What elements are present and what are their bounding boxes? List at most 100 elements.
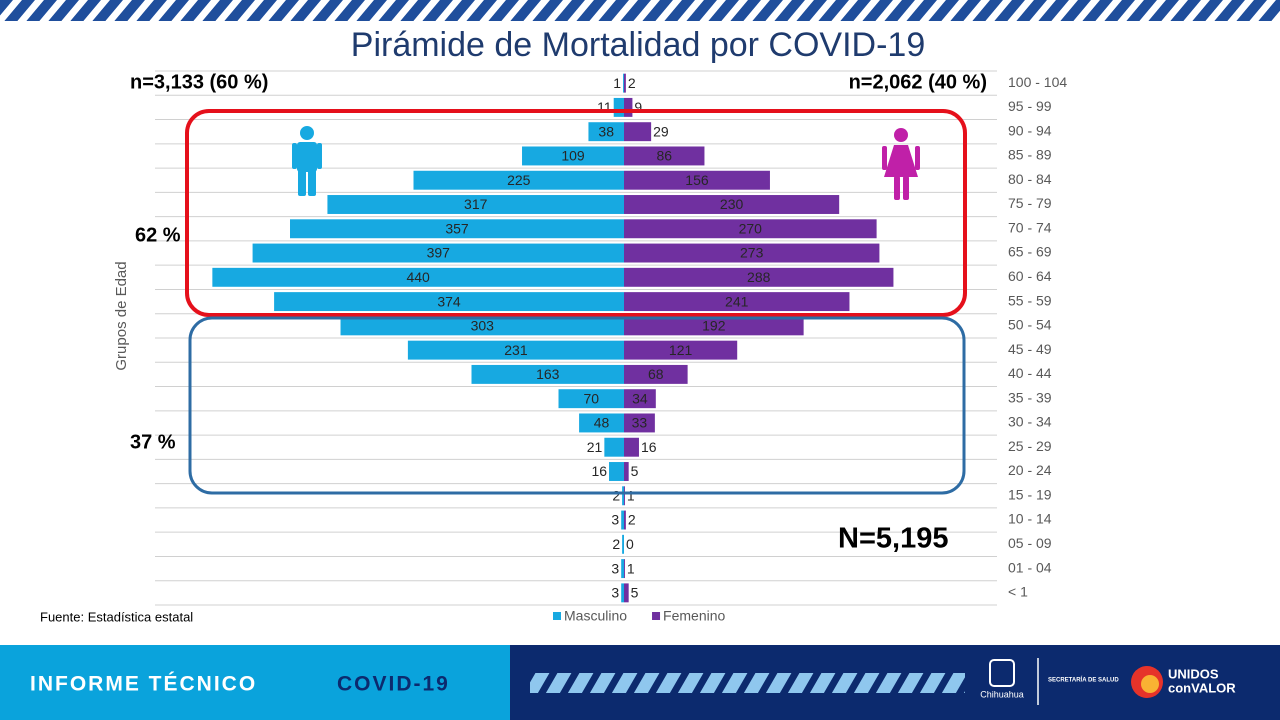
data-label: 192 — [702, 318, 726, 334]
logo-city: Chihuahua — [980, 689, 1024, 699]
lower-share: 37 % — [130, 431, 176, 453]
bar — [624, 122, 652, 142]
data-label: 121 — [669, 342, 693, 358]
bar — [340, 316, 624, 336]
bar — [624, 292, 850, 312]
y-tick-label: 65 - 69 — [1008, 244, 1052, 260]
data-label: 270 — [739, 220, 763, 236]
grand-total: N=5,195 — [838, 523, 948, 555]
bar — [588, 122, 624, 142]
bar — [624, 267, 894, 287]
y-tick-label: 05 - 09 — [1008, 535, 1052, 551]
y-tick-label: 85 - 89 — [1008, 147, 1052, 163]
bar — [624, 583, 629, 603]
data-label: 38 — [598, 123, 614, 139]
male-total: n=3,133 (60 %) — [130, 71, 268, 93]
bar — [624, 146, 705, 166]
female-icon — [882, 128, 920, 200]
legend-swatch — [553, 612, 561, 620]
data-label: 86 — [656, 148, 672, 164]
male-icon — [292, 126, 322, 196]
bar — [624, 413, 655, 433]
bar — [621, 559, 624, 579]
data-label: 317 — [464, 196, 488, 212]
data-label: 68 — [648, 366, 664, 382]
bar — [624, 316, 804, 336]
bar — [471, 364, 624, 384]
bar — [624, 364, 688, 384]
data-label: 397 — [427, 245, 451, 261]
bar — [604, 437, 624, 457]
data-label: 231 — [504, 342, 528, 358]
data-label: 48 — [594, 415, 610, 431]
y-tick-label: 100 - 104 — [1008, 74, 1067, 90]
data-label: 225 — [507, 172, 531, 188]
footer-stripes — [530, 673, 965, 693]
data-label: 230 — [720, 196, 744, 212]
data-label: 34 — [632, 390, 648, 406]
data-label: 3 — [611, 512, 619, 528]
y-tick-label: 10 - 14 — [1008, 511, 1052, 527]
highlight-box-upper — [185, 109, 967, 317]
bar — [558, 389, 624, 409]
female-total: n=2,062 (40 %) — [849, 71, 987, 93]
y-tick-label: 50 - 54 — [1008, 317, 1052, 333]
y-tick-label: 40 - 44 — [1008, 365, 1052, 381]
data-label: 2 — [628, 512, 636, 528]
bar — [624, 195, 840, 214]
footer-topic: COVID-19 — [337, 673, 450, 696]
bar — [624, 73, 626, 93]
bar — [624, 340, 738, 360]
top-stripe — [0, 0, 1280, 21]
y-tick-label: 55 - 59 — [1008, 292, 1052, 308]
legend: Masculino Femenino — [553, 608, 726, 624]
data-label: 1 — [627, 560, 635, 576]
data-label: 357 — [445, 220, 469, 236]
bar — [522, 146, 624, 166]
highlight-box-lower — [188, 316, 966, 495]
bar — [624, 243, 880, 263]
bar — [290, 219, 624, 239]
y-tick-label: 80 - 84 — [1008, 171, 1052, 187]
data-label: 163 — [536, 366, 560, 382]
data-label: 241 — [725, 293, 749, 309]
data-label: 2 — [628, 75, 636, 91]
bar — [252, 243, 624, 263]
bar — [212, 267, 624, 287]
footer-report: INFORME TÉCNICO — [30, 673, 257, 696]
data-label: 21 — [587, 439, 603, 455]
bar — [579, 413, 624, 433]
bar — [622, 534, 624, 554]
data-label: 109 — [561, 148, 585, 164]
data-label: 273 — [740, 245, 764, 261]
bar — [624, 97, 633, 117]
data-label: 2 — [612, 487, 620, 503]
bar — [274, 292, 624, 312]
data-label: 1 — [627, 487, 635, 503]
logo-dept: SECRETARÍA DE SALUD — [1048, 676, 1119, 684]
bar — [624, 437, 639, 457]
data-label: 16 — [591, 463, 607, 479]
bar — [621, 510, 624, 530]
bar — [413, 170, 624, 190]
y-tick-label: 45 - 49 — [1008, 341, 1052, 357]
data-label: 303 — [471, 318, 495, 334]
bar — [624, 219, 877, 239]
data-label: 156 — [685, 172, 709, 188]
y-tick-label: 60 - 64 — [1008, 268, 1052, 284]
y-tick-label: 90 - 94 — [1008, 122, 1052, 138]
chart-title: Pirámide de Mortalidad por COVID-19 — [351, 26, 925, 64]
data-label: 33 — [632, 415, 648, 431]
bar — [624, 510, 626, 530]
legend-label: Femenino — [663, 608, 725, 624]
data-label: 288 — [747, 269, 771, 285]
bar — [613, 97, 624, 117]
y-tick-label: 75 - 79 — [1008, 195, 1052, 211]
y-tick-label: 70 - 74 — [1008, 219, 1052, 235]
logo-brand-top: UNIDOS — [1168, 666, 1219, 681]
data-label: 0 — [626, 536, 634, 552]
legend-label: Masculino — [564, 608, 627, 624]
data-label: 374 — [437, 293, 461, 309]
